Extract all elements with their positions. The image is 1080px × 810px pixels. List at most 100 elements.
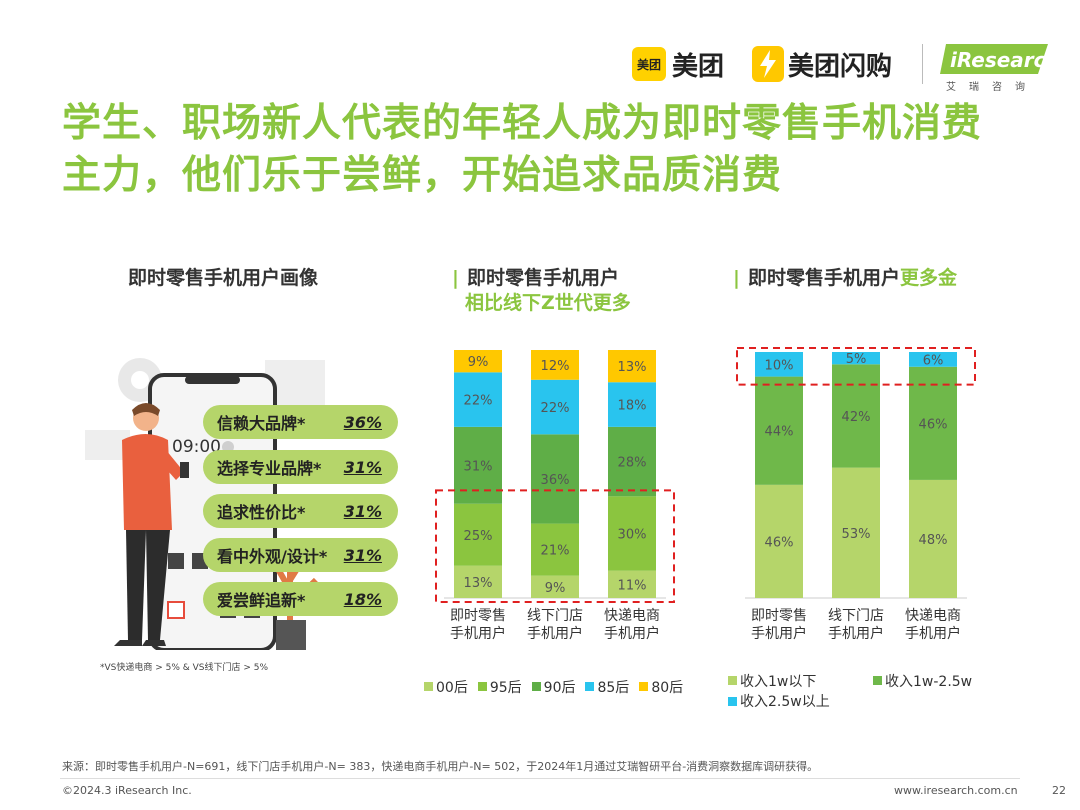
legend-item: 收入1w以下 xyxy=(728,671,863,691)
bar-segment xyxy=(755,352,803,377)
legend-item: 收入2.5w以上 xyxy=(728,691,863,711)
category-label: 即时零售 xyxy=(751,608,807,624)
page-title-line2: 主力，他们乐于尝鲜，开始追求品质消费 xyxy=(62,153,783,198)
legend-label: 80后 xyxy=(651,679,684,696)
data-label: 21% xyxy=(541,544,570,559)
legend-item: 90后 xyxy=(531,677,576,697)
legend-item: 收入1w-2.5w xyxy=(873,671,1008,691)
category-label: 即时零售 xyxy=(450,608,506,624)
data-label: 10% xyxy=(765,358,794,373)
persona-footnote: *VS快递电商 > 5% & VS线下门店 > 5% xyxy=(100,663,269,673)
category-label: 手机用户 xyxy=(527,625,583,642)
copyright: ©2024.3 iResearch Inc. xyxy=(62,784,192,797)
age-chart-heading: | 即时零售手机用户 xyxy=(452,263,619,290)
age-stacked-bar-chart: 13% 25% 31% 22% 9% 即时零售手机用户 9% 21% 36% 22% 12% 线下门店… xyxy=(435,350,675,642)
legend-item: 00后 xyxy=(424,677,468,697)
persona-item-value: 36% xyxy=(343,412,382,432)
highlight-box xyxy=(435,489,675,604)
legend-item: 95后 xyxy=(477,677,522,697)
legend-label: 95后 xyxy=(489,679,522,696)
legend-label: 00后 xyxy=(436,679,468,696)
persona-item-label: 选择专业品牌* xyxy=(217,459,322,478)
category-label: 线下门店 xyxy=(527,608,583,624)
age-chart-title: 即时零售手机用户 xyxy=(466,267,619,289)
data-label: 31% xyxy=(464,459,493,474)
persona-item-value: 31% xyxy=(343,457,382,477)
bar-segment xyxy=(531,523,579,576)
legend-label: 收入2.5w以上 xyxy=(740,694,830,710)
category-label: 手机用户 xyxy=(604,625,660,642)
persona-item: 信赖大品牌* 36% xyxy=(203,405,398,439)
settings-app-icon xyxy=(168,553,184,569)
persona-item: 爱尝鲜追新* 18% xyxy=(203,582,398,616)
phone-time: 09:00 xyxy=(172,437,221,457)
persona-item-label: 追求性价比* xyxy=(217,503,306,522)
person-shirt xyxy=(122,434,172,530)
legend-swatch xyxy=(424,682,433,691)
income-stacked-bar-chart: 46% 44% 10% 即时零售手机用户 53% 42% 5% 线下门店手机用户 48% 46% 6… xyxy=(736,347,976,642)
persona-item-value: 18% xyxy=(343,589,382,609)
iresearch-logo-text: iResearch xyxy=(950,48,1050,72)
category-label: 手机用户 xyxy=(905,625,961,642)
data-label: 12% xyxy=(541,359,570,374)
category-label: 手机用户 xyxy=(828,625,884,642)
age-chart-legend: 00后 95后 90后 85后 80后 xyxy=(424,676,694,697)
data-label: 22% xyxy=(541,401,570,416)
meituan-badge-logo: 美团 xyxy=(632,47,666,81)
legend-swatch xyxy=(585,682,595,691)
legend-swatch xyxy=(531,682,541,691)
heading-bar-mark: | xyxy=(452,267,459,289)
data-label: 18% xyxy=(618,399,647,414)
data-label: 9% xyxy=(545,581,566,596)
legend-swatch xyxy=(639,682,649,691)
persona-item: 选择专业品牌* 31% xyxy=(203,450,398,484)
data-label: 48% xyxy=(919,533,948,548)
persona-item: 追求性价比* 31% xyxy=(203,494,398,528)
category-label: 线下门店 xyxy=(828,608,884,624)
logo-divider xyxy=(922,44,923,84)
legend-swatch xyxy=(728,696,737,706)
data-label: 6% xyxy=(923,353,944,368)
data-label: 5% xyxy=(846,352,867,367)
bar-segment xyxy=(608,426,656,497)
category-label: 快递电商 xyxy=(604,608,660,624)
shangou-logo-text: 美团闪购 xyxy=(788,52,893,82)
category-label: 手机用户 xyxy=(450,625,506,642)
bar-segment xyxy=(832,352,880,365)
bar-segment xyxy=(531,575,579,598)
bar-segment xyxy=(454,503,502,566)
phone-app-icon xyxy=(167,601,185,619)
persona-item: 看中外观/设计* 31% xyxy=(203,538,398,572)
legend-item: 80后 xyxy=(639,677,683,697)
legend-swatch xyxy=(728,676,737,685)
bar-segment xyxy=(755,484,803,598)
legend-label: 90后 xyxy=(543,679,576,696)
data-label: 13% xyxy=(618,360,647,375)
bar-segment xyxy=(454,372,502,427)
data-label: 9% xyxy=(468,355,489,370)
persona-item-value: 31% xyxy=(343,501,382,521)
data-label: 28% xyxy=(618,456,647,471)
website: www.iresearch.com.cn xyxy=(894,784,1018,797)
bar-segment xyxy=(909,352,957,367)
bar-segment xyxy=(755,376,803,485)
persona-item-label: 看中外观/设计* xyxy=(217,547,328,566)
data-label: 22% xyxy=(464,394,493,409)
bar-segment xyxy=(909,366,957,480)
bar-segment xyxy=(454,350,502,373)
data-label: 46% xyxy=(765,535,794,550)
page-title-line1: 学生、职场新人代表的年轻人成为即时零售手机消费 xyxy=(62,101,983,146)
bar-segment xyxy=(832,364,880,468)
data-label: 11% xyxy=(618,578,647,593)
legend-label: 85后 xyxy=(597,679,630,696)
legend-label: 收入1w以下 xyxy=(740,673,817,690)
meituan-logo-text: 美团 xyxy=(672,52,725,82)
heading-bar-mark: | xyxy=(733,267,740,289)
bar-segment xyxy=(531,434,579,524)
persona-heading: 即时零售手机用户画像 xyxy=(128,267,319,289)
legend-item: 85后 xyxy=(585,677,629,697)
bar-segment xyxy=(608,496,656,571)
legend-swatch xyxy=(873,676,882,685)
bar-segment xyxy=(608,570,656,598)
data-label: 13% xyxy=(464,576,493,591)
